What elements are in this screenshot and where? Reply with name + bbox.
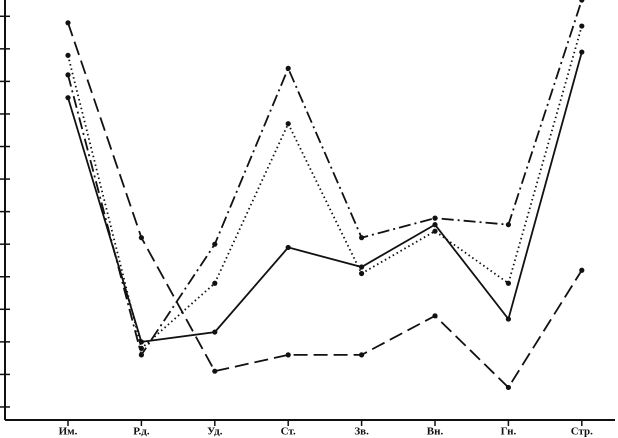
- point: [65, 52, 71, 58]
- x-tick-label: Им.: [59, 426, 78, 438]
- point: [359, 235, 365, 241]
- line: [67, 0, 583, 358]
- point: [138, 352, 144, 358]
- point: [505, 280, 511, 286]
- x-tick-label: Стр.: [571, 426, 593, 438]
- point: [212, 329, 218, 335]
- point: [212, 241, 218, 247]
- point: [285, 244, 291, 251]
- point: [285, 352, 291, 358]
- point: [579, 23, 585, 29]
- point: [505, 222, 511, 228]
- point: [579, 267, 585, 273]
- point: [285, 65, 291, 71]
- point: [432, 215, 438, 221]
- line: [67, 51, 583, 343]
- x-tick-label: Зв.: [354, 426, 369, 438]
- point: [65, 20, 71, 26]
- point: [505, 384, 511, 391]
- point: [359, 270, 365, 277]
- point: [212, 280, 218, 286]
- point: [432, 313, 438, 319]
- x-tick-label: Уд.: [207, 426, 223, 438]
- line: [67, 22, 583, 389]
- point: [138, 339, 144, 345]
- point: [138, 235, 144, 241]
- point: [359, 264, 365, 270]
- point: [432, 222, 438, 228]
- x-tick-label: Гн.: [501, 426, 517, 438]
- point: [432, 228, 438, 234]
- x-tick-label: Ст.: [281, 426, 296, 438]
- point: [65, 95, 71, 101]
- line: [67, 25, 583, 351]
- point: [505, 316, 511, 322]
- point: [359, 352, 365, 358]
- point: [579, 0, 585, 3]
- point: [65, 72, 71, 78]
- x-tick-label: Р.д.: [133, 426, 150, 438]
- point: [285, 121, 291, 127]
- x-tick-label: Вн.: [427, 426, 444, 438]
- point: [579, 49, 585, 55]
- point: [212, 368, 218, 374]
